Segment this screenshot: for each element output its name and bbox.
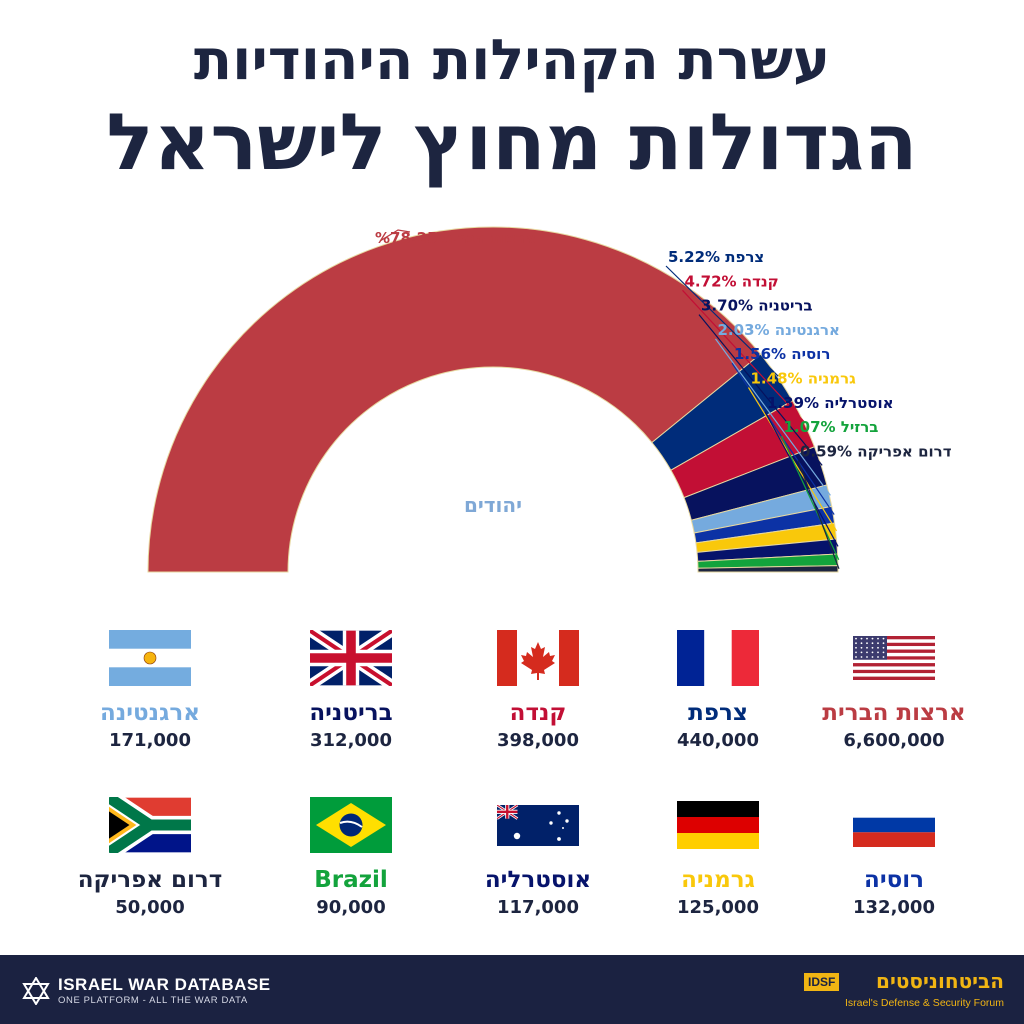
country-card: ארצות הברית 6,600,000 [799, 626, 989, 751]
idsf-badge: IDSF [804, 973, 840, 991]
slice-label-3: 3.70% בריטניה [701, 297, 813, 315]
country-name: רוסיה [864, 867, 924, 893]
star-of-david-icon [22, 977, 50, 1005]
country-population: 50,000 [115, 897, 185, 918]
leader-line-9 [797, 460, 840, 570]
leader-line-1 [665, 265, 779, 377]
leader-line-8 [780, 435, 840, 561]
slice-label-2: 4.72% קנדה [685, 272, 779, 290]
leader-line-3 [698, 314, 823, 466]
country-card: דרום אפריקה 50,000 [55, 793, 245, 918]
brazil-flag-icon [256, 793, 446, 857]
iwd-name: ISRAEL WAR DATABASE [58, 975, 271, 994]
country-population: 125,000 [677, 897, 759, 918]
chart-center-label: יהודים [464, 493, 522, 517]
slice-label-7: 1.39% אוסטרליה [767, 394, 894, 412]
country-population: 90,000 [316, 897, 386, 918]
uk-flag-icon [256, 626, 446, 690]
country-card: קנדה 398,000 [443, 626, 633, 751]
slice-label-1: 5.22% צרפת [668, 248, 764, 266]
country-name: גרמניה [681, 867, 755, 893]
iwd-tagline: ONE PLATFORM - ALL THE WAR DATA [58, 995, 248, 1006]
idsf-brand[interactable]: IDSF הביטחוניסטים Israel's Defense & Sec… [804, 969, 1004, 1013]
country-population: 312,000 [310, 730, 392, 751]
country-population: 132,000 [853, 897, 935, 918]
country-card: ארגנטינה 171,000 [55, 626, 245, 751]
usa-flag-icon [799, 626, 989, 690]
leader-line-0 [379, 229, 411, 242]
slice-label-0: ארצות הברית %78.25 [375, 229, 536, 247]
country-name: Brazil [314, 867, 388, 893]
canada-flag-icon [443, 626, 633, 690]
country-card: גרמניה 125,000 [623, 793, 813, 918]
country-card: אוסטרליה 117,000 [443, 793, 633, 918]
country-name: ארצות הברית [822, 700, 966, 726]
country-name: ארגנטינה [100, 700, 200, 726]
half-donut-chart: ארצות הברית %78.25 5.22% צרפת 4.72% קנדה 3.… [147, 226, 952, 573]
country-name: קנדה [509, 700, 567, 726]
country-name: דרום אפריקה [77, 867, 223, 893]
argentina-flag-icon [55, 626, 245, 690]
country-population: 117,000 [497, 897, 579, 918]
country-card: צרפת 440,000 [623, 626, 813, 751]
idsf-english-name: Israel's Defense & Security Forum [845, 997, 1004, 1009]
country-name: צרפת [688, 700, 748, 726]
country-population: 6,600,000 [843, 730, 945, 751]
country-population: 171,000 [109, 730, 191, 751]
idsf-hebrew-name: הביטחוניסטים [876, 969, 1004, 993]
country-card: רוסיה 132,000 [799, 793, 989, 918]
page-title-line-1: עשרת הקהילות היהודיות [193, 28, 831, 93]
russia-flag-icon [799, 793, 989, 857]
country-population: 398,000 [497, 730, 579, 751]
country-name: בריטניה [309, 700, 393, 726]
country-population: 440,000 [677, 730, 759, 751]
slice-label-4: 2.03% ארגנטינה [718, 321, 840, 339]
australia-flag-icon [443, 793, 633, 857]
country-name: אוסטרליה [484, 867, 592, 893]
slice-label-9: 0.59% דרום אפריקה [800, 442, 952, 460]
country-card: Brazil 90,000 [256, 793, 446, 918]
leader-line-4 [715, 338, 831, 496]
germany-flag-icon [623, 793, 813, 857]
leader-line-2 [682, 289, 806, 424]
slice-label-6: 1.48% גרמניה [751, 370, 857, 388]
page-title-line-2: הגדולות מחוץ לישראל [106, 98, 918, 188]
footer-bar: ISRAEL WAR DATABASE ONE PLATFORM - ALL T… [0, 955, 1024, 1024]
slice-label-8: 1.07% ברזיל [784, 418, 879, 436]
france-flag-icon [623, 626, 813, 690]
slice-0 [147, 226, 762, 573]
south-africa-flag-icon [55, 793, 245, 857]
slice-label-5: 1.56% רוסיה [734, 345, 830, 363]
country-card: בריטניה 312,000 [256, 626, 446, 751]
